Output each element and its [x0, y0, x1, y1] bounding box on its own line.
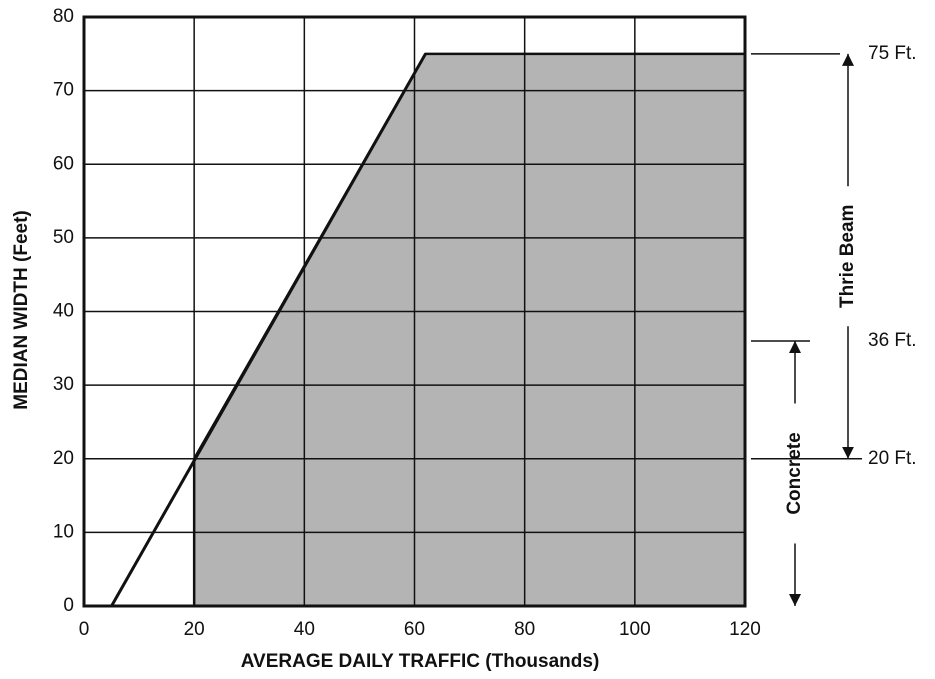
level-label: 20 Ft. [868, 448, 917, 469]
x-tick-label: 80 [514, 619, 535, 640]
level-label: 36 Ft. [868, 330, 917, 351]
x-tick-label: 100 [619, 619, 651, 640]
x-axis-label: AVERAGE DAILY TRAFFIC (Thousands) [241, 651, 600, 672]
plot-border [82, 15, 747, 608]
y-tick-label: 70 [53, 80, 74, 101]
y-axis-label: MEDIAN WIDTH (Feet) [11, 210, 32, 409]
x-tick-label: 0 [79, 619, 90, 640]
y-tick-label: 10 [53, 521, 74, 542]
y-tick-label: 80 [53, 6, 74, 27]
x-tick-label: 120 [729, 619, 761, 640]
y-tick-label: 20 [53, 448, 74, 469]
y-tick-label: 0 [63, 595, 74, 616]
boundary-line [110, 53, 427, 607]
x-tick-label: 40 [294, 619, 315, 640]
area-region [192, 52, 747, 608]
level-label: 75 Ft. [868, 43, 917, 64]
range-label: Thrie Beam [837, 205, 858, 308]
y-tick-label: 50 [53, 227, 74, 248]
y-tick-label: 40 [53, 301, 74, 322]
range-label: Concrete [784, 432, 805, 514]
x-tick-label: 20 [184, 619, 205, 640]
x-tick-label: 60 [404, 619, 425, 640]
y-tick-label: 30 [53, 374, 74, 395]
y-tick-label: 60 [53, 153, 74, 174]
